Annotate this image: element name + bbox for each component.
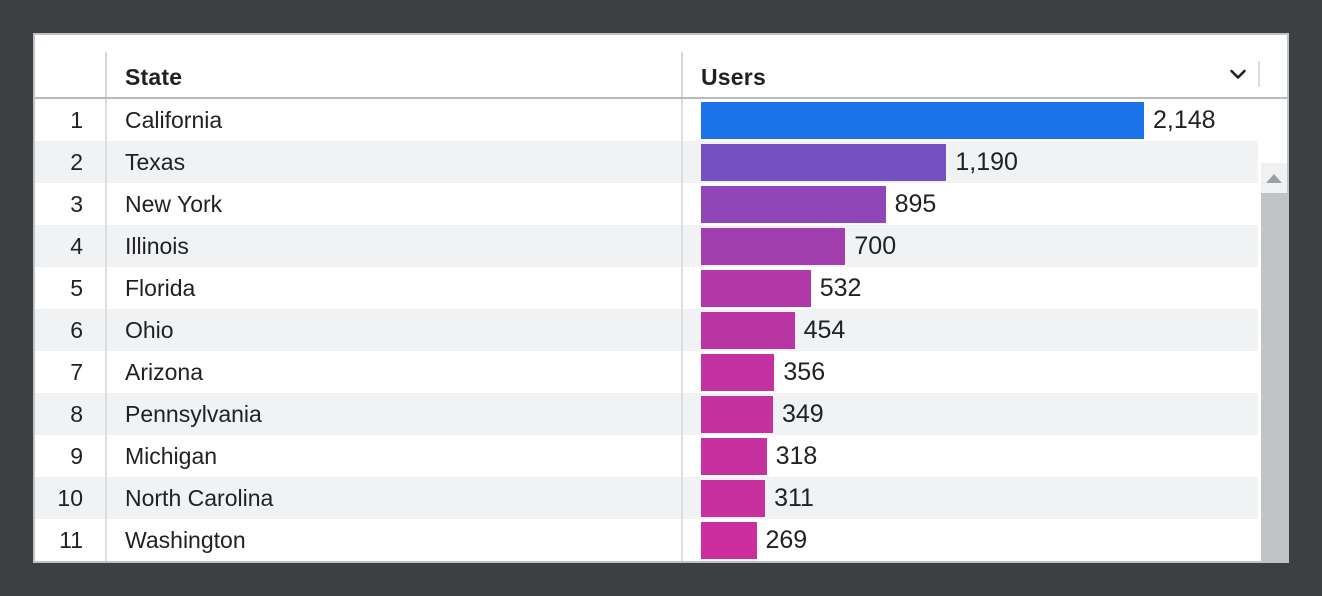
table-body: 1 California 2,148 2 Texas 1,190 3 New York 895 4… <box>35 99 1258 561</box>
row-users-cell: 318 <box>683 435 1258 477</box>
users-bar <box>701 395 773 433</box>
users-value: 454 <box>803 315 846 344</box>
table-row: 7 Arizona 356 <box>35 351 1258 393</box>
table-row: 11 Washington 269 <box>35 519 1258 561</box>
row-rank: 6 <box>35 309 107 351</box>
users-by-state-table-card: State Users 1 California 2,148 2 Texas 1,190 3… <box>33 33 1289 563</box>
row-users-cell: 356 <box>683 351 1258 393</box>
row-users-cell: 532 <box>683 267 1258 309</box>
chevron-down-icon[interactable] <box>1226 62 1250 86</box>
row-users-cell: 454 <box>683 309 1258 351</box>
row-state: Texas <box>107 141 683 183</box>
users-bar <box>701 185 886 223</box>
row-rank: 10 <box>35 477 107 519</box>
row-users-cell: 895 <box>683 183 1258 225</box>
row-rank: 5 <box>35 267 107 309</box>
row-state: Florida <box>107 267 683 309</box>
table-row: 9 Michigan 318 <box>35 435 1258 477</box>
users-value: 895 <box>894 189 937 218</box>
table-body-wrap: 1 California 2,148 2 Texas 1,190 3 New York 895 4… <box>35 99 1287 561</box>
row-state: Illinois <box>107 225 683 267</box>
column-header-users[interactable]: Users <box>701 64 766 90</box>
table-row: 6 Ohio 454 <box>35 309 1258 351</box>
row-state: Arizona <box>107 351 683 393</box>
table-row: 1 California 2,148 <box>35 99 1258 141</box>
users-value: 700 <box>854 231 897 260</box>
users-value: 311 <box>774 483 814 512</box>
row-rank: 2 <box>35 141 107 183</box>
row-users-cell: 2,148 <box>683 99 1258 141</box>
users-bar <box>701 269 811 307</box>
row-rank: 8 <box>35 393 107 435</box>
column-header-state[interactable]: State <box>125 64 183 90</box>
triangle-up-icon <box>1266 173 1282 183</box>
row-users-cell: 311 <box>683 477 1258 519</box>
row-state: Pennsylvania <box>107 393 683 435</box>
users-value: 532 <box>819 273 862 302</box>
row-rank: 1 <box>35 99 107 141</box>
header-right-divider <box>1258 61 1260 87</box>
table-row: 4 Illinois 700 <box>35 225 1258 267</box>
row-users-cell: 1,190 <box>683 141 1258 183</box>
users-bar <box>701 437 767 475</box>
users-bar <box>701 479 766 517</box>
row-state: Ohio <box>107 309 683 351</box>
table-row: 10 North Carolina 311 <box>35 477 1258 519</box>
row-rank: 11 <box>35 519 107 561</box>
row-state: Washington <box>107 519 683 561</box>
row-users-cell: 700 <box>683 225 1258 267</box>
row-state: New York <box>107 183 683 225</box>
users-bar <box>701 143 947 181</box>
row-state: California <box>107 99 683 141</box>
table-row: 3 New York 895 <box>35 183 1258 225</box>
table-row: 2 Texas 1,190 <box>35 141 1258 183</box>
row-state: North Carolina <box>107 477 683 519</box>
users-bar <box>701 353 775 391</box>
scroll-up-button[interactable] <box>1261 163 1287 193</box>
users-value: 2,148 <box>1153 105 1216 134</box>
users-bar <box>701 521 757 559</box>
row-rank: 7 <box>35 351 107 393</box>
users-value: 1,190 <box>955 147 1018 176</box>
row-rank: 4 <box>35 225 107 267</box>
row-state: Michigan <box>107 435 683 477</box>
users-value: 356 <box>783 357 826 386</box>
row-rank: 9 <box>35 435 107 477</box>
row-users-cell: 349 <box>683 393 1258 435</box>
row-rank: 3 <box>35 183 107 225</box>
users-bar <box>701 227 846 265</box>
table-row: 8 Pennsylvania 349 <box>35 393 1258 435</box>
users-bar <box>701 311 795 349</box>
header-divider <box>105 52 107 97</box>
table-header: State Users <box>35 35 1287 99</box>
users-bar <box>701 101 1144 139</box>
vertical-scrollbar[interactable] <box>1261 163 1287 561</box>
table-row: 5 Florida 532 <box>35 267 1258 309</box>
scrollbar-thumb[interactable] <box>1261 193 1287 561</box>
users-value: 349 <box>782 399 824 428</box>
row-users-cell: 269 <box>683 519 1258 561</box>
users-value: 269 <box>765 525 808 554</box>
header-divider <box>681 52 683 97</box>
users-value: 318 <box>775 441 818 470</box>
